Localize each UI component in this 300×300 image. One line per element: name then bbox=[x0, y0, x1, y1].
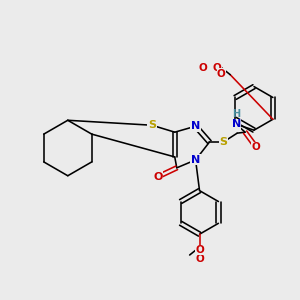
Text: O: O bbox=[213, 63, 222, 73]
Text: O: O bbox=[195, 254, 204, 264]
Text: H: H bbox=[232, 109, 240, 119]
Text: N: N bbox=[191, 121, 200, 131]
Text: S: S bbox=[219, 137, 227, 147]
Text: O: O bbox=[199, 63, 208, 73]
Text: N: N bbox=[232, 119, 241, 129]
Text: O: O bbox=[153, 172, 163, 182]
Text: O: O bbox=[252, 142, 260, 152]
Text: O: O bbox=[195, 245, 204, 255]
Text: O: O bbox=[217, 69, 226, 79]
Text: S: S bbox=[148, 120, 156, 130]
Text: N: N bbox=[191, 155, 200, 165]
